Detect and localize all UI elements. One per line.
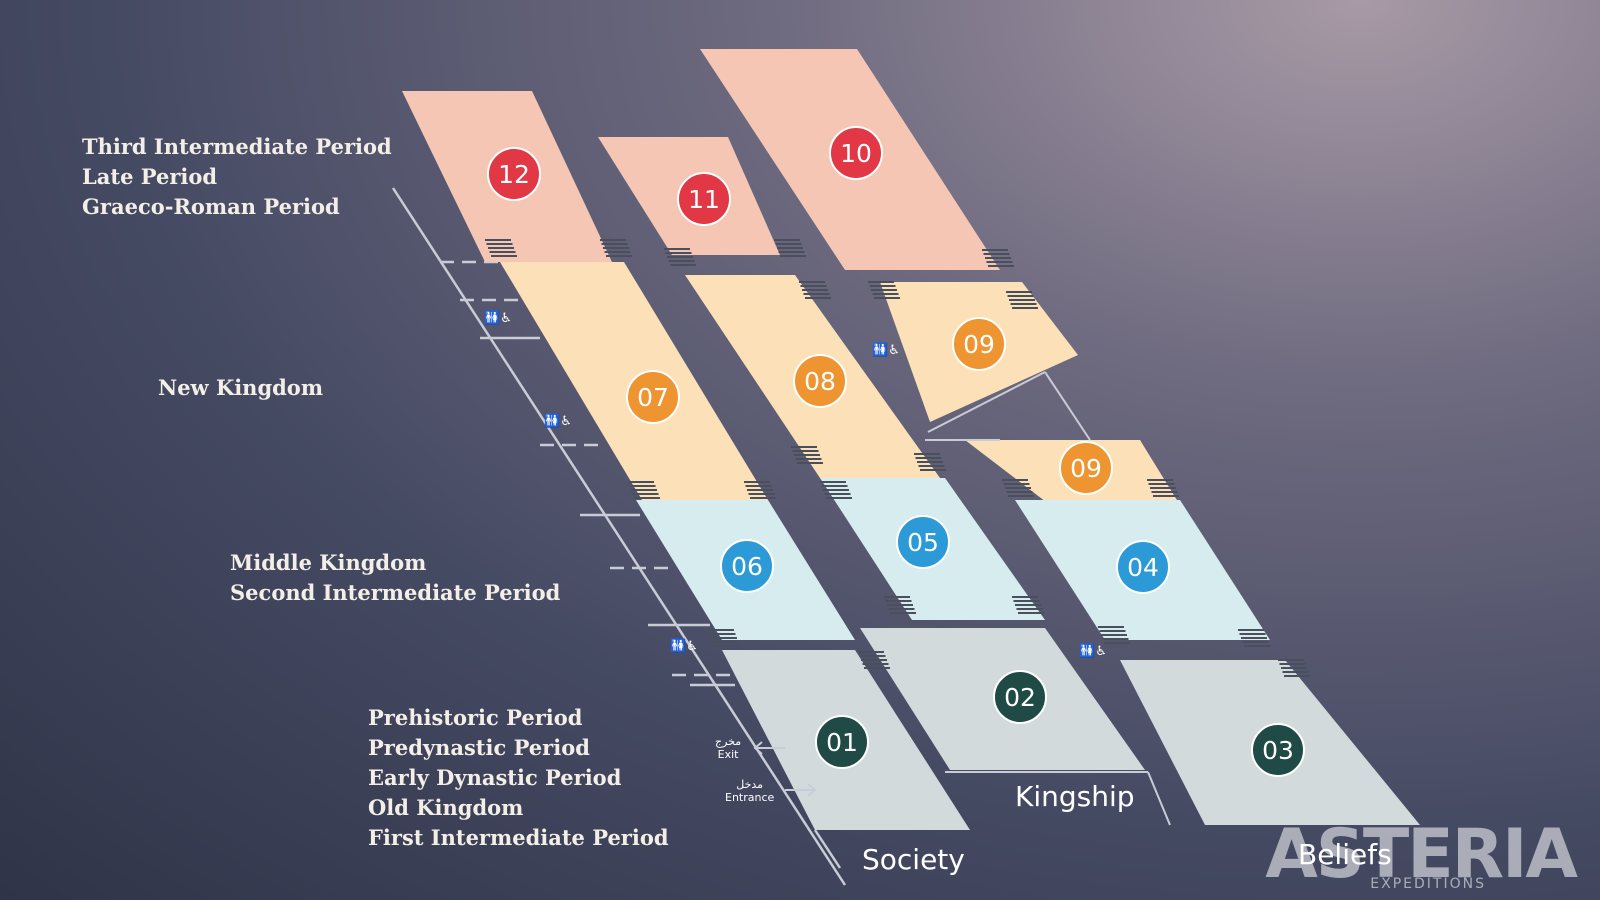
period-item: Predynastic Period xyxy=(368,735,590,760)
restroom-accessible-icon: 🚻♿ xyxy=(670,638,698,654)
gallery-marker-11: 11 xyxy=(677,172,731,226)
gallery-marker-12: 12 xyxy=(487,147,541,201)
stair-hatch xyxy=(884,596,916,614)
logo-sub: EXPEDITIONS xyxy=(1370,876,1486,892)
entrance-label: مدخل Entrance xyxy=(725,778,774,804)
entrance-label-arabic: مدخل xyxy=(736,778,764,791)
gallery-number: 06 xyxy=(731,552,763,581)
stair-hatch xyxy=(1238,629,1270,647)
gallery-marker-05: 05 xyxy=(896,515,950,569)
stair-hatch xyxy=(628,481,660,499)
period-item: Third Intermediate Period xyxy=(82,134,392,159)
period-item: Late Period xyxy=(82,164,218,189)
gallery-markers: 01 02 03 04 05 06 07 08 09 09 10 11 12 xyxy=(487,126,1305,777)
stair-hatch xyxy=(664,248,696,266)
gallery-number: 12 xyxy=(498,160,530,189)
period-item: Prehistoric Period xyxy=(368,705,583,730)
gallery-marker-03: 03 xyxy=(1251,723,1305,777)
wing-label-society: Society xyxy=(862,843,965,876)
gallery-marker-circle xyxy=(829,126,883,180)
gallery-number: 04 xyxy=(1127,553,1159,582)
gallery-marker-04: 04 xyxy=(1116,540,1170,594)
wing-label-beliefs: Beliefs xyxy=(1298,838,1392,871)
wing-label-kingship: Kingship xyxy=(1015,780,1135,813)
gallery-number: 08 xyxy=(804,367,836,396)
stair-hatch xyxy=(774,239,806,257)
exit-label-english: Exit xyxy=(717,748,739,761)
gallery-marker-circle xyxy=(815,715,869,769)
gallery-marker-07: 07 xyxy=(626,370,680,424)
gallery-number: 02 xyxy=(1004,683,1036,712)
stair-hatch xyxy=(799,281,831,299)
gallery-marker-circle xyxy=(896,515,950,569)
period-item: New Kingdom xyxy=(158,375,324,400)
gallery-marker-09: 09 xyxy=(1059,441,1113,495)
gallery-number: 05 xyxy=(907,528,939,557)
stair-hatch xyxy=(1002,479,1034,497)
gallery-marker-02: 02 xyxy=(993,670,1047,724)
gallery-marker-circle xyxy=(993,670,1047,724)
stair-hatch xyxy=(914,453,946,471)
period-item: First Intermediate Period xyxy=(368,825,669,850)
connectors xyxy=(925,371,1171,826)
restroom-accessible-icon: 🚻♿ xyxy=(544,413,572,429)
stair-hatch xyxy=(485,239,517,257)
period-item: Middle Kingdom xyxy=(230,550,427,575)
logo-brand: ASTERIA xyxy=(1265,815,1578,894)
stair-hatch xyxy=(858,651,890,669)
gallery-marker-06: 06 xyxy=(720,539,774,593)
gallery-marker-circle xyxy=(1059,441,1113,495)
accessibility-icons: 🚻♿ 🚻♿ 🚻♿ 🚻♿ 🚻♿ xyxy=(484,310,1107,659)
gallery-marker-09: 09 xyxy=(952,317,1006,371)
gallery-marker-01: 01 xyxy=(815,715,869,769)
stair-hatch xyxy=(1147,479,1179,497)
stair-hatch xyxy=(982,249,1014,267)
gallery-number: 07 xyxy=(637,383,669,412)
stair-hatch xyxy=(791,446,823,464)
gallery-marker-circle xyxy=(626,370,680,424)
restroom-accessible-icon: 🚻♿ xyxy=(484,310,512,326)
gallery-marker-10: 10 xyxy=(829,126,883,180)
period-item: Second Intermediate Period xyxy=(230,580,561,605)
stair-hatch xyxy=(1006,291,1038,309)
gallery-marker-circle xyxy=(952,317,1006,371)
gallery-marker-circle xyxy=(1251,723,1305,777)
period-label-early: Prehistoric Period Predynastic Period Ea… xyxy=(368,703,669,853)
period-item: Old Kingdom xyxy=(368,795,524,820)
gallery-number: 10 xyxy=(840,139,872,168)
gallery-marker-circle xyxy=(677,172,731,226)
period-item: Early Dynastic Period xyxy=(368,765,622,790)
exit-label-arabic: مخرج xyxy=(715,735,742,748)
period-label-new: New Kingdom xyxy=(158,373,323,403)
gallery-number: 01 xyxy=(826,728,858,757)
stair-hatch xyxy=(868,281,900,299)
period-item: Graeco-Roman Period xyxy=(82,194,340,219)
stair-hatch xyxy=(1278,659,1310,677)
gallery-marker-circle xyxy=(720,539,774,593)
gallery-marker-circle xyxy=(1116,540,1170,594)
door-arrows xyxy=(753,741,817,797)
stair-hatch xyxy=(744,481,776,499)
stair-hatch xyxy=(708,629,740,647)
gallery-marker-08: 08 xyxy=(793,354,847,408)
gallery-marker-circle xyxy=(487,147,541,201)
asteria-logo: ASTERIA EXPEDITIONS xyxy=(1265,815,1578,894)
stair-hatch xyxy=(820,481,852,499)
exit-label: مخرج Exit xyxy=(715,735,741,761)
gallery-number: 03 xyxy=(1262,736,1294,765)
stair-hatch xyxy=(1012,596,1044,614)
stair-hatch xyxy=(1098,626,1130,644)
stair-markers xyxy=(485,239,1310,677)
restroom-accessible-icon: 🚻♿ xyxy=(872,342,900,358)
gallery-number: 09 xyxy=(1070,454,1102,483)
period-label-middle: Middle Kingdom Second Intermediate Perio… xyxy=(230,548,560,608)
gallery-marker-circle xyxy=(793,354,847,408)
entrance-label-english: Entrance xyxy=(725,791,775,804)
gallery-number: 11 xyxy=(688,185,720,214)
gallery-number: 09 xyxy=(963,330,995,359)
stair-hatch xyxy=(600,239,632,257)
restroom-accessible-icon: 🚻♿ xyxy=(1079,643,1107,659)
period-label-late: Third Intermediate Period Late Period Gr… xyxy=(82,132,392,222)
